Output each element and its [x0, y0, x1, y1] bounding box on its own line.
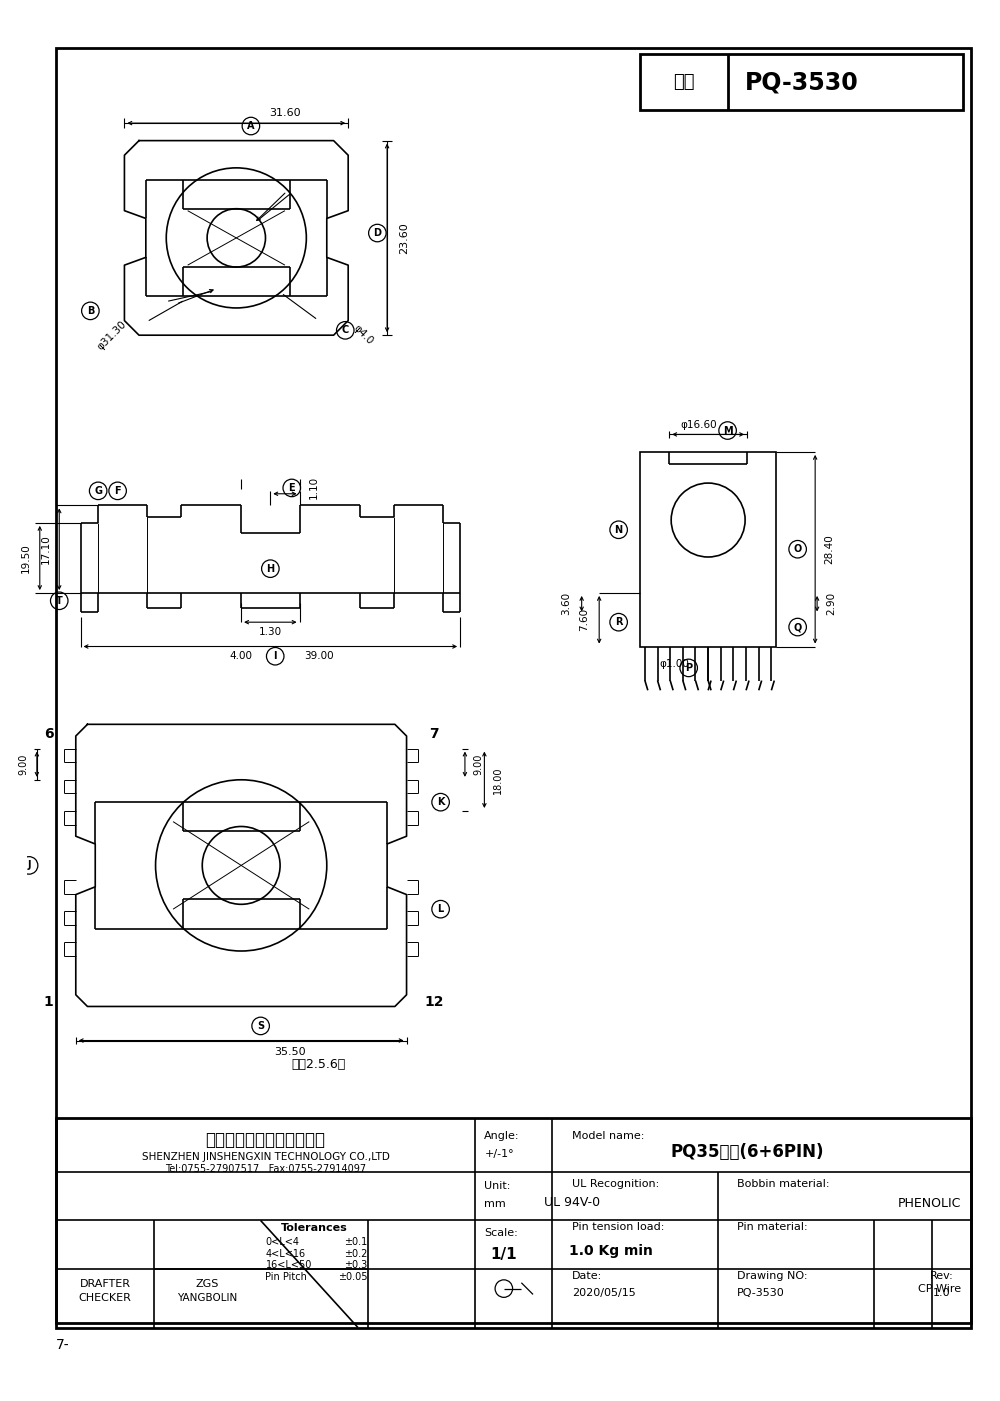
Text: E: E [288, 483, 295, 493]
Text: Rev:: Rev: [930, 1271, 954, 1281]
Text: 型号: 型号 [673, 73, 695, 91]
Text: Scale:: Scale: [484, 1229, 518, 1238]
Text: ±0.2: ±0.2 [344, 1248, 368, 1258]
Text: 7.60: 7.60 [580, 608, 590, 632]
Text: 17.10: 17.10 [41, 534, 51, 565]
Text: 9.00: 9.00 [18, 754, 28, 775]
Text: A: A [247, 120, 255, 132]
Text: +/-1°: +/-1° [484, 1149, 514, 1160]
Text: O: O [794, 544, 802, 555]
Text: Pin Pitch: Pin Pitch [265, 1272, 307, 1282]
Text: 23.60: 23.60 [400, 221, 410, 254]
Text: H: H [266, 563, 274, 573]
Text: 6: 6 [44, 727, 53, 741]
Text: 19.50: 19.50 [21, 544, 31, 573]
Text: F: F [114, 486, 121, 496]
Text: PHENOLIC: PHENOLIC [898, 1198, 961, 1210]
Text: 1.30: 1.30 [259, 626, 282, 637]
Text: C: C [342, 325, 349, 335]
Text: 3.60: 3.60 [561, 593, 571, 615]
Text: ±0.3: ±0.3 [344, 1261, 368, 1271]
Text: PQ35立式(6+6PIN): PQ35立式(6+6PIN) [670, 1143, 824, 1161]
Text: 1: 1 [44, 995, 53, 1009]
Text: 35.50: 35.50 [274, 1047, 306, 1058]
Text: PQ-3530: PQ-3530 [745, 70, 858, 94]
Text: 12: 12 [424, 995, 444, 1009]
Text: B: B [87, 305, 94, 315]
Text: φ31.30: φ31.30 [95, 318, 128, 352]
Text: ±0.1: ±0.1 [344, 1237, 368, 1247]
Text: R: R [615, 618, 622, 628]
Text: Pin tension load:: Pin tension load: [572, 1222, 664, 1233]
Text: 2.90: 2.90 [827, 593, 837, 615]
Text: N: N [615, 525, 623, 535]
Bar [640, 55, 963, 111]
Text: 34.80: 34.80 [0, 850, 1, 880]
Text: I: I [273, 651, 277, 661]
Text: 1.0: 1.0 [933, 1289, 950, 1299]
Text: D: D [373, 228, 381, 238]
Text: Tolerances: Tolerances [281, 1223, 348, 1233]
Text: S: S [257, 1021, 264, 1031]
Text: 7: 7 [429, 727, 439, 741]
Text: J: J [27, 860, 31, 870]
Text: 1/1: 1/1 [491, 1247, 517, 1262]
Text: P: P [685, 663, 692, 672]
Text: ZGS: ZGS [195, 1279, 219, 1289]
Text: DRAFTER: DRAFTER [79, 1279, 130, 1289]
Text: SHENZHEN JINSHENGXIN TECHNOLOGY CO.,LTD: SHENZHEN JINSHENGXIN TECHNOLOGY CO.,LTD [142, 1152, 389, 1163]
Text: 7-: 7- [56, 1338, 70, 1352]
Text: 4<L<16: 4<L<16 [265, 1248, 306, 1258]
Text: Bobbin material:: Bobbin material: [737, 1180, 830, 1189]
Text: Q: Q [794, 622, 802, 632]
Text: 1.0 Kg min: 1.0 Kg min [569, 1244, 653, 1258]
Text: Pin material:: Pin material: [737, 1222, 808, 1233]
Text: Model name:: Model name: [572, 1131, 644, 1140]
Text: 31.60: 31.60 [269, 108, 301, 118]
Text: 深圳市金盛鑫科技有限公司: 深圳市金盛鑫科技有限公司 [205, 1131, 325, 1149]
Text: Tel:0755-27907517   Fax:0755-27914097: Tel:0755-27907517 Fax:0755-27914097 [165, 1164, 366, 1174]
Text: 9.00: 9.00 [474, 754, 484, 775]
Bar [640, 453, 776, 646]
Text: UL 94V-0: UL 94V-0 [544, 1195, 600, 1209]
Text: CHECKER: CHECKER [79, 1293, 131, 1303]
Text: YANGBOLIN: YANGBOLIN [177, 1293, 237, 1303]
Text: PQ-3530: PQ-3530 [737, 1289, 785, 1299]
Text: 1.10: 1.10 [309, 476, 319, 500]
Text: Date:: Date: [572, 1271, 602, 1281]
Bar [56, 1118, 971, 1328]
Text: mm: mm [484, 1199, 506, 1209]
Text: 16<L<50: 16<L<50 [265, 1261, 312, 1271]
Text: Angle:: Angle: [484, 1131, 520, 1140]
Text: L: L [437, 904, 444, 915]
Text: 28.40: 28.40 [825, 534, 835, 565]
Text: φ16.60: φ16.60 [680, 420, 717, 430]
Text: M: M [723, 426, 732, 436]
Text: φ4.0: φ4.0 [351, 324, 375, 347]
Text: 0<L<4: 0<L<4 [265, 1237, 299, 1247]
Text: Drawing NO:: Drawing NO: [737, 1271, 808, 1281]
Text: G: G [94, 486, 102, 496]
Text: 4.00: 4.00 [230, 651, 253, 661]
Text: 18.00: 18.00 [493, 766, 503, 793]
Text: CP Wire: CP Wire [918, 1283, 961, 1293]
Text: 39.00: 39.00 [304, 651, 334, 661]
Text: T: T [56, 595, 63, 605]
Text: φ1.00: φ1.00 [659, 658, 689, 670]
Text: Unit:: Unit: [484, 1181, 511, 1191]
Text: UL Recognition:: UL Recognition: [572, 1180, 659, 1189]
Text: ±0.05: ±0.05 [338, 1272, 368, 1282]
Text: 2020/05/15: 2020/05/15 [572, 1289, 636, 1299]
Text: K: K [437, 797, 444, 807]
Text: 骨架2.5.6脚: 骨架2.5.6脚 [292, 1058, 346, 1072]
